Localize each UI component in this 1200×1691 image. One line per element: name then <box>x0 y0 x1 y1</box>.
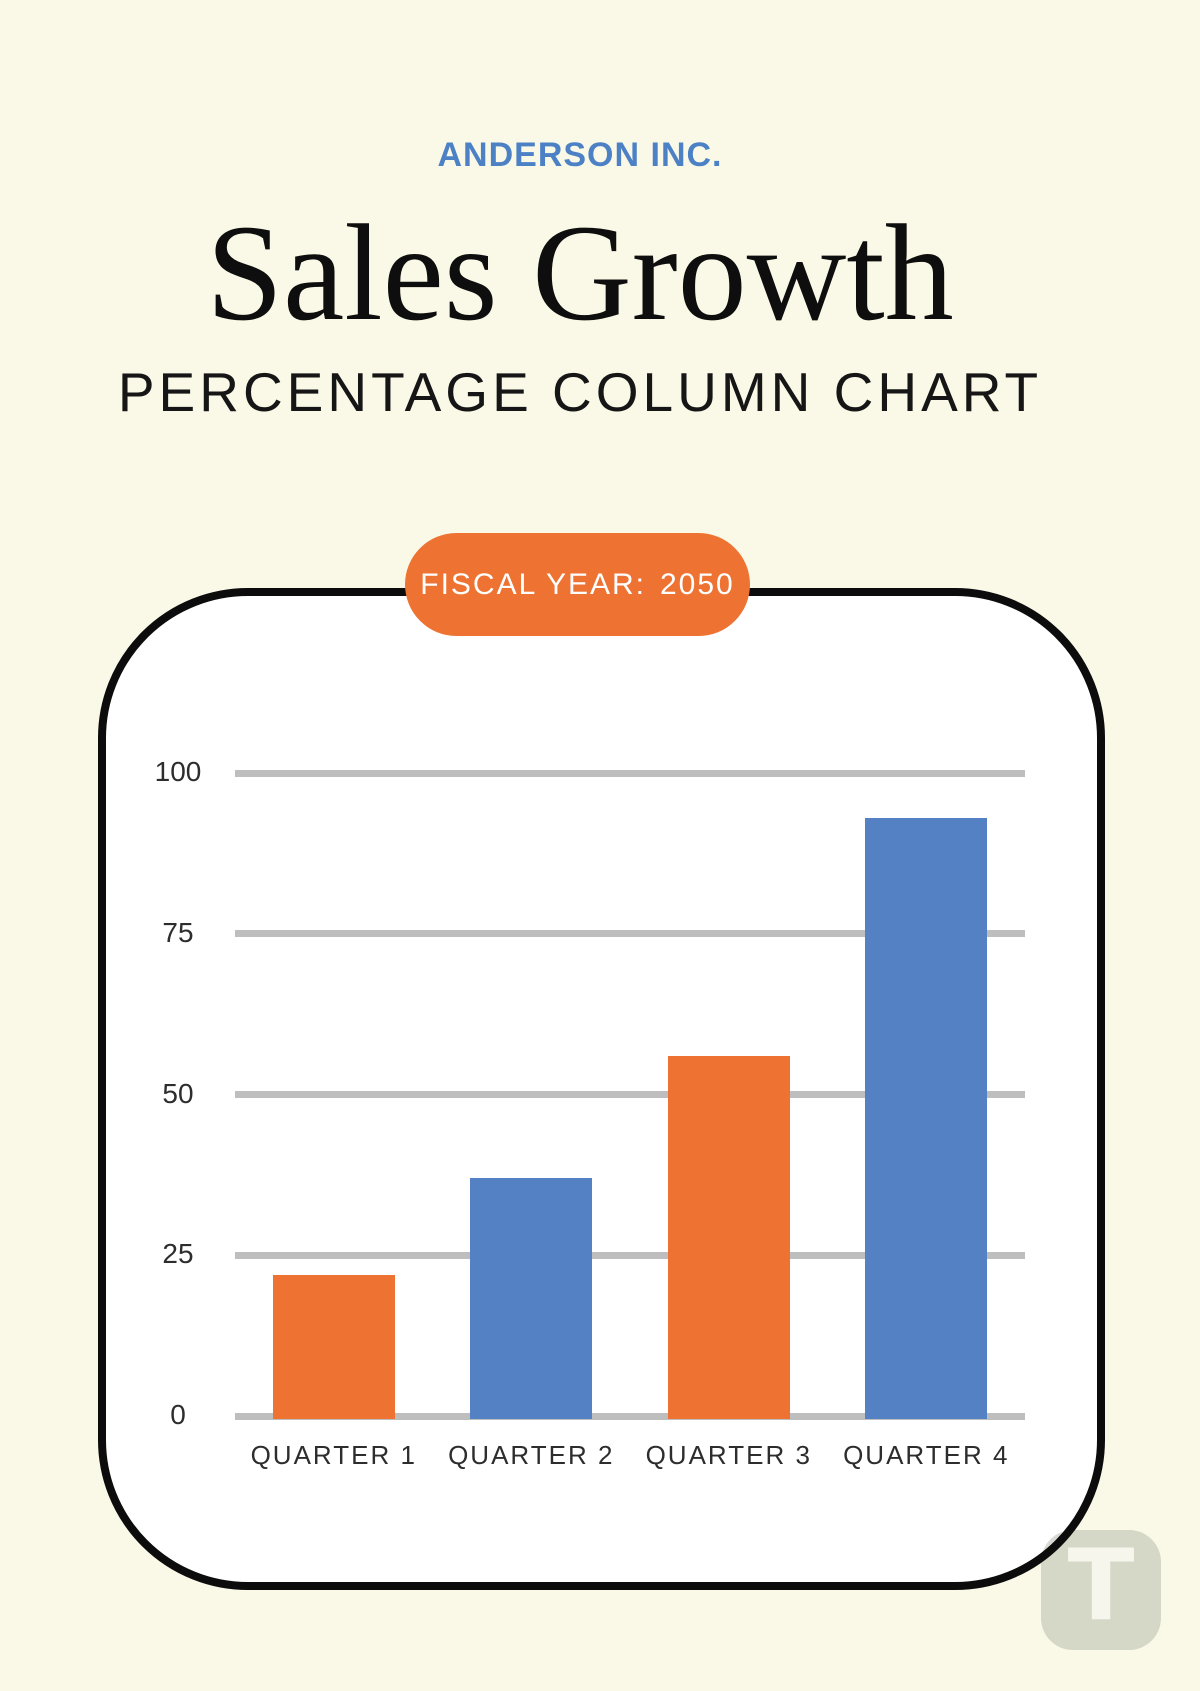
y-gridline-25 <box>235 1251 1025 1259</box>
bar-quarter-1 <box>272 1274 395 1419</box>
y-axis-label-0: 0 <box>170 1399 186 1430</box>
bar-quarter-3 <box>667 1055 790 1419</box>
y-axis-label-75: 75 <box>162 916 194 948</box>
watermark-t-letter: T <box>1067 1529 1135 1643</box>
y-axis-label-100: 100 <box>154 756 202 787</box>
y-gridline-100 <box>235 769 1025 777</box>
chart-card-border <box>98 588 1105 1590</box>
bar-quarter-2 <box>470 1178 593 1419</box>
template-watermark: T <box>1041 1530 1161 1650</box>
x-axis-label-quarter-3: QUARTER 3 <box>645 1440 812 1470</box>
x-axis-label-quarter-1: QUARTER 1 <box>250 1440 417 1470</box>
company-name: ANDERSON INC. <box>437 136 723 174</box>
badge-year: 2050 <box>660 567 735 601</box>
y-axis-label-25: 25 <box>162 1238 194 1270</box>
y-gridline-50 <box>235 1091 1025 1098</box>
bar-quarter-4 <box>865 818 988 1419</box>
y-axis-label-50: 50 <box>162 1077 194 1109</box>
fiscal-year-badge: FISCAL YEAR: 2050 <box>405 533 750 636</box>
y-gridline-0 <box>235 1412 1025 1420</box>
y-gridline-75 <box>235 930 1025 938</box>
poster-title: Sales Growth <box>206 196 954 349</box>
badge-label: FISCAL YEAR: <box>420 567 646 601</box>
poster-subtitle: PERCENTAGE COLUMN CHART <box>117 361 1043 423</box>
x-axis-label-quarter-2: QUARTER 2 <box>448 1440 615 1470</box>
